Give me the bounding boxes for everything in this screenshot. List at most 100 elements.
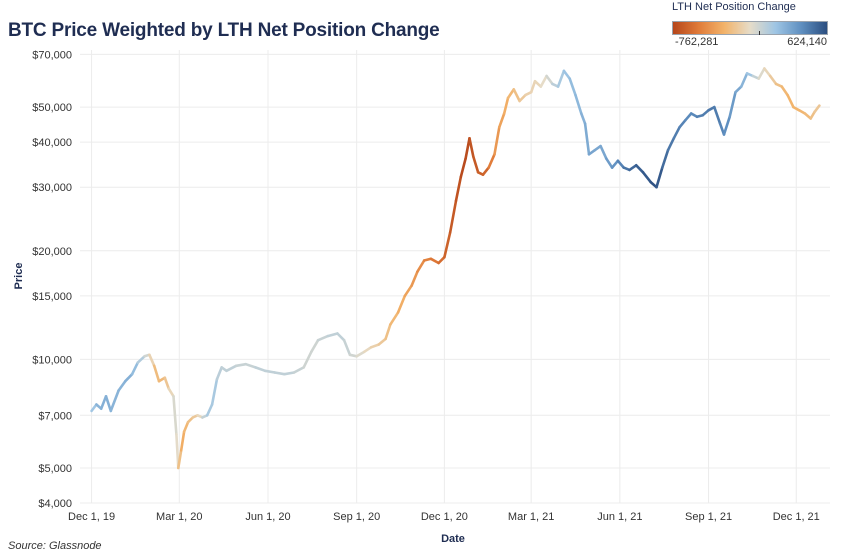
y-axis-ticks: $4,000 $5,000 $7,000 $10,000 $15,000 $20,000 $…: [32, 49, 72, 510]
x-tick-label: Mar 1, 21: [508, 511, 554, 523]
price-line-segment: [780, 85, 789, 97]
price-line-segment: [545, 74, 554, 86]
price-line-segment: [464, 137, 471, 160]
price-line-segment: [355, 350, 366, 358]
price-line-segment: [599, 144, 608, 160]
price-line-segment: [215, 366, 223, 381]
price-line-segment: [283, 371, 296, 376]
price-line-segment: [342, 338, 352, 357]
price-line-segment: [813, 104, 821, 114]
y-tick-label: $70,000: [32, 49, 72, 61]
price-line-segment: [512, 88, 521, 103]
x-tick-label: Sep 1, 20: [333, 511, 380, 523]
price-line-segment: [448, 199, 458, 234]
y-tick-label: $10,000: [32, 354, 72, 366]
price-line-segment: [363, 345, 373, 354]
price-line-segment: [225, 364, 238, 373]
price-line-segment: [326, 332, 339, 338]
price-line-segment: [179, 430, 186, 452]
price-line-segment: [722, 115, 732, 136]
price-line-segment: [273, 371, 286, 376]
price-line-segment: [210, 378, 219, 406]
price-line-segment: [529, 79, 537, 94]
y-axis-label: Price: [13, 263, 25, 290]
price-line-segment: [728, 90, 737, 119]
price-line-segment: [104, 394, 113, 413]
y-tick-label: $15,000: [32, 291, 72, 303]
price-line-segment: [739, 72, 749, 88]
price-line-segment: [684, 112, 693, 122]
price-line-segment: [518, 93, 527, 103]
price-line-segment: [539, 74, 548, 88]
price-line-segment: [757, 67, 766, 80]
price-line-segment: [124, 372, 134, 383]
price-line-segment: [244, 362, 257, 369]
y-tick-label: $40,000: [32, 137, 72, 149]
price-line-segment: [502, 96, 510, 115]
price-line-segment: [481, 166, 491, 176]
x-tick-label: Sep 1, 21: [685, 511, 732, 523]
x-tick-label: Jun 1, 20: [245, 511, 290, 523]
price-line-segment: [396, 294, 407, 314]
legend-zero-marker: [759, 31, 760, 35]
price-line-segment: [734, 85, 743, 94]
price-line-segment: [437, 255, 446, 265]
price-line-segment: [254, 366, 267, 373]
legend-max-label: 624,140: [787, 36, 827, 48]
price-line-segment: [163, 376, 170, 390]
y-tick-label: $30,000: [32, 182, 72, 194]
price-line-segment: [604, 157, 614, 169]
price-line-segment: [678, 118, 687, 129]
x-tick-label: Dec 1, 20: [421, 511, 468, 523]
x-tick-label: Dec 1, 21: [773, 511, 820, 523]
price-line-segment: [177, 448, 183, 470]
price-line-segment: [234, 362, 248, 368]
legend-gradient-bar: [672, 21, 828, 35]
price-line-segment: [763, 67, 772, 78]
price-line-segment: [666, 137, 676, 152]
price-line-segment: [182, 420, 190, 434]
x-axis-ticks: Dec 1, 19 Mar 1, 20 Jun 1, 20 Sep 1, 20 Dec …: [68, 511, 820, 523]
price-line-segment: [454, 175, 463, 203]
price-line-segment: [568, 77, 577, 97]
price-line-segment: [443, 231, 452, 259]
chart-title: BTC Price Weighted by LTH Net Position C…: [8, 20, 440, 41]
price-line-segment: [167, 387, 175, 398]
price-line-segment: [384, 323, 392, 341]
price-line-segment: [389, 311, 400, 326]
y-tick-label: $5,000: [38, 463, 72, 475]
price-line-segment: [786, 93, 795, 109]
price-line-segment: [562, 69, 572, 80]
price-line-segment: [172, 394, 178, 436]
price-line-segment: [263, 369, 277, 374]
price-line-segment: [310, 338, 320, 354]
price-line-segment: [468, 137, 475, 158]
price-line-segment: [579, 112, 587, 125]
price-line-segment: [493, 125, 501, 156]
price-line-segment: [459, 157, 467, 179]
price-line-segment: [655, 166, 664, 189]
price-line-segment: [410, 270, 419, 288]
price-line-segment: [377, 337, 387, 346]
price-line-segment: [136, 354, 146, 364]
price-line-segment: [302, 350, 313, 369]
price-line-segment: [641, 171, 653, 184]
price-line: [90, 67, 821, 470]
price-line-segment: [574, 93, 583, 115]
gridlines: [80, 50, 830, 504]
y-tick-label: $20,000: [32, 246, 72, 258]
price-line-segment: [152, 364, 161, 383]
price-line-segment: [148, 353, 156, 368]
price-line-segment: [336, 332, 346, 342]
price-line-segment: [610, 159, 620, 169]
price-line-segment: [369, 343, 381, 349]
x-tick-label: Mar 1, 20: [156, 511, 202, 523]
price-line-segment: [556, 69, 566, 88]
price-line-segment: [205, 403, 214, 417]
x-axis-label: Date: [441, 533, 465, 545]
price-line-segment: [768, 74, 778, 86]
source-note: Source: Glassnode: [8, 540, 102, 552]
color-legend: LTH Net Position Change -762,281 624,140: [660, 0, 835, 50]
price-line-segment: [634, 164, 645, 174]
